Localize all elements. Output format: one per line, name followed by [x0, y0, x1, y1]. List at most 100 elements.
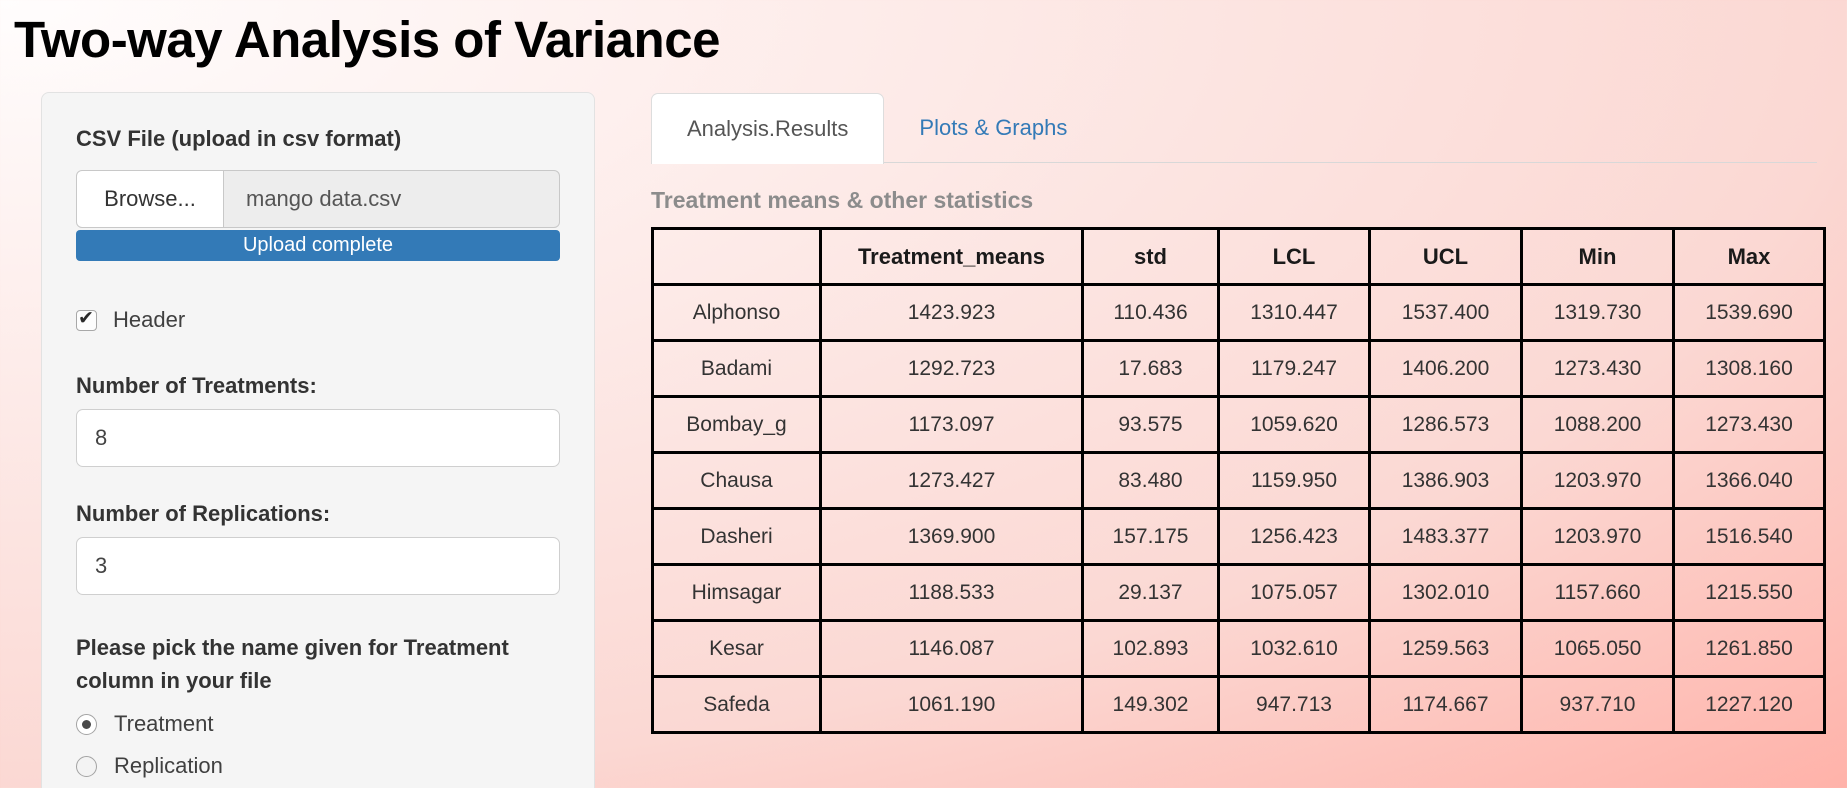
row-label: Chausa — [651, 451, 822, 510]
radio-group-label: Please pick the name given for Treatment… — [76, 635, 509, 693]
table-cell: 1061.190 — [819, 675, 1084, 734]
table-cell: 1075.057 — [1217, 563, 1371, 622]
column-header: LCL — [1217, 227, 1371, 286]
table-cell: 1319.730 — [1520, 283, 1675, 342]
table-cell: 83.480 — [1081, 451, 1220, 510]
table-row: Himsagar 1188.533 29.137 1075.057 1302.010 11… — [651, 563, 1826, 622]
table-cell: 1273.430 — [1520, 339, 1675, 398]
column-header: UCL — [1368, 227, 1523, 286]
table-cell: 102.893 — [1081, 619, 1220, 678]
table-cell: 17.683 — [1081, 339, 1220, 398]
section-heading: Treatment means & other statistics — [651, 187, 1034, 213]
table-row: Badami 1292.723 17.683 1179.247 1406.200 1273… — [651, 339, 1826, 398]
table-cell: 93.575 — [1081, 395, 1220, 454]
treatments-label: Number of Treatments: — [76, 373, 317, 398]
table-row: Kesar 1146.087 102.893 1032.610 1259.563 1065… — [651, 619, 1826, 678]
header-checkbox-label[interactable]: Header — [113, 307, 186, 332]
table-cell: 1386.903 — [1368, 451, 1523, 510]
table-cell: 1059.620 — [1217, 395, 1371, 454]
replications-input[interactable] — [76, 537, 560, 595]
sidebar-panel: CSV File (upload in csv format) Browse..… — [41, 92, 595, 788]
tab-analysis-results[interactable]: Analysis.Results — [651, 93, 885, 164]
table-cell: 1203.970 — [1520, 451, 1675, 510]
table-cell: 1188.533 — [819, 563, 1084, 622]
table-row: Dasheri 1369.900 157.175 1256.423 1483.377 12… — [651, 507, 1826, 566]
table-row: Alphonso 1423.923 110.436 1310.447 1537.400 1… — [651, 283, 1826, 342]
table-cell: 29.137 — [1081, 563, 1220, 622]
upload-progress-bar: Upload complete — [76, 230, 560, 261]
header-checkbox-row[interactable]: ✔ Header — [76, 307, 560, 333]
column-header: Min — [1520, 227, 1675, 286]
table-cell: 1146.087 — [819, 619, 1084, 678]
table-cell: 1157.660 — [1520, 563, 1675, 622]
table-cell: 1516.540 — [1672, 507, 1826, 566]
stats-table: Treatment_means std LCL UCL Min Max Alphonso 1… — [651, 227, 1826, 734]
row-label: Safeda — [651, 675, 822, 734]
table-cell: 1215.550 — [1672, 563, 1826, 622]
replications-label: Number of Replications: — [76, 501, 331, 526]
column-header: std — [1081, 227, 1220, 286]
browse-button[interactable]: Browse... — [76, 170, 224, 228]
table-cell: 1286.573 — [1368, 395, 1523, 454]
table-cell: 1159.950 — [1217, 451, 1371, 510]
table-cell: 1369.900 — [819, 507, 1084, 566]
table-row: Safeda 1061.190 149.302 947.713 1174.667 937.… — [651, 675, 1826, 734]
header-checkbox[interactable]: ✔ — [76, 307, 97, 331]
row-label: Himsagar — [651, 563, 822, 622]
row-label: Kesar — [651, 619, 822, 678]
tab-bar: Analysis.Results Plots & Graphs — [651, 93, 1817, 164]
table-cell: 149.302 — [1081, 675, 1220, 734]
row-label: Bombay_g — [651, 395, 822, 454]
table-cell: 1273.430 — [1672, 395, 1826, 454]
table-row: Bombay_g 1173.097 93.575 1059.620 1286.573 10… — [651, 395, 1826, 454]
radio-label-treatment[interactable]: Treatment — [114, 711, 214, 736]
row-label: Badami — [651, 339, 822, 398]
radio-button-treatment[interactable] — [76, 713, 97, 735]
csv-file-label: CSV File (upload in csv format) — [76, 126, 402, 151]
table-cell: 1261.850 — [1672, 619, 1826, 678]
table-cell: 1539.690 — [1672, 283, 1826, 342]
table-cell: 1308.160 — [1672, 339, 1826, 398]
table-cell: 1423.923 — [819, 283, 1084, 342]
treatments-input[interactable] — [76, 409, 560, 467]
radio-option-treatment[interactable]: Treatment — [76, 711, 560, 737]
tab-plots-graphs[interactable]: Plots & Graphs — [919, 115, 1068, 141]
table-cell: 1406.200 — [1368, 339, 1523, 398]
table-cell: 1065.050 — [1520, 619, 1675, 678]
table-cell: 1302.010 — [1368, 563, 1523, 622]
column-header — [651, 227, 822, 286]
table-cell: 1032.610 — [1217, 619, 1371, 678]
checkmark-icon: ✔ — [78, 307, 94, 329]
table-cell: 157.175 — [1081, 507, 1220, 566]
table-cell: 1292.723 — [819, 339, 1084, 398]
radio-option-replication[interactable]: Replication — [76, 753, 560, 779]
table-cell: 1256.423 — [1217, 507, 1371, 566]
table-cell: 1483.377 — [1368, 507, 1523, 566]
page-title: Two-way Analysis of Variance — [14, 11, 720, 68]
table-cell: 1088.200 — [1520, 395, 1675, 454]
table-cell: 947.713 — [1217, 675, 1371, 734]
table-cell: 1259.563 — [1368, 619, 1523, 678]
file-name-field[interactable]: mango data.csv — [224, 170, 560, 228]
radio-label-replication[interactable]: Replication — [114, 753, 223, 778]
table-row: Chausa 1273.427 83.480 1159.950 1386.903 1203… — [651, 451, 1826, 510]
table-cell: 1203.970 — [1520, 507, 1675, 566]
column-header: Treatment_means — [819, 227, 1084, 286]
table-header-row: Treatment_means std LCL UCL Min Max — [651, 227, 1826, 286]
column-header: Max — [1672, 227, 1826, 286]
table-cell: 1173.097 — [819, 395, 1084, 454]
table-cell: 1310.447 — [1217, 283, 1371, 342]
radio-button-replication[interactable] — [76, 755, 97, 777]
table-cell: 1537.400 — [1368, 283, 1523, 342]
main-panel: Analysis.Results Plots & Graphs Treatmen… — [651, 93, 1826, 734]
table-cell: 110.436 — [1081, 283, 1220, 342]
table-cell: 1174.667 — [1368, 675, 1523, 734]
row-label: Dasheri — [651, 507, 822, 566]
table-cell: 1366.040 — [1672, 451, 1826, 510]
table-cell: 1273.427 — [819, 451, 1084, 510]
file-input-group[interactable]: Browse... mango data.csv — [76, 170, 560, 228]
table-cell: 1179.247 — [1217, 339, 1371, 398]
table-cell: 1227.120 — [1672, 675, 1826, 734]
table-cell: 937.710 — [1520, 675, 1675, 734]
